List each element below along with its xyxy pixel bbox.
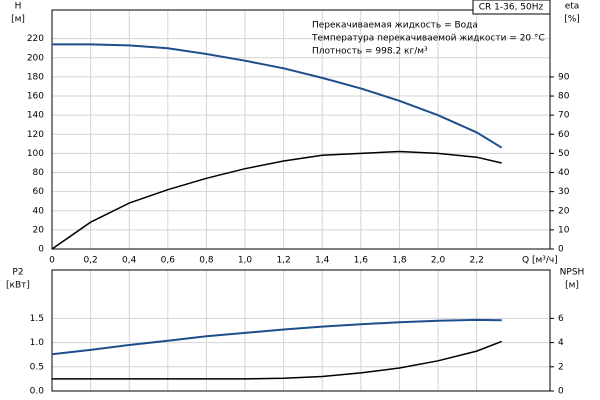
x-tick-label: 0 xyxy=(49,256,55,266)
y-axis-unit: [кВт] xyxy=(6,281,30,291)
y-tick-label: 40 xyxy=(33,206,45,216)
curve xyxy=(52,340,502,380)
y-tick-label: 0.5 xyxy=(30,362,44,372)
y2-tick-label: 30 xyxy=(558,187,570,197)
y-tick-label: 120 xyxy=(27,130,44,140)
y2-tick-label: 80 xyxy=(558,92,570,102)
annotation: Температура перекачиваемой жидкости = 20… xyxy=(311,34,545,44)
curve xyxy=(51,318,502,356)
x-tick-label: 1,6 xyxy=(354,256,369,266)
y2-tick-label: 0 xyxy=(558,387,564,397)
x-tick-label: 2,2 xyxy=(469,256,483,266)
y-tick-label: 180 xyxy=(27,72,44,82)
annotation: Плотность = 998.2 кг/м³ xyxy=(312,47,428,57)
curve xyxy=(51,150,502,250)
plot-frame xyxy=(51,9,551,250)
x-tick-label: 0,8 xyxy=(199,256,214,266)
x-tick-label: 1,8 xyxy=(392,256,407,266)
x-tick-label: 2,0 xyxy=(431,256,446,266)
y-tick-label: 1.0 xyxy=(30,338,45,348)
y-axis-label: H xyxy=(15,2,22,12)
y-tick-label: 80 xyxy=(33,168,45,178)
y-tick-label: 140 xyxy=(27,111,44,121)
y-tick-label: 220 xyxy=(27,34,44,44)
y2-tick-label: 40 xyxy=(558,168,570,178)
y2-axis-label: eta xyxy=(565,2,580,12)
y-axis-label: P2 xyxy=(12,268,23,278)
model-box xyxy=(472,0,551,15)
annotation: Перекачиваемая жидкость = Вода xyxy=(312,21,478,31)
model-label: CR 1-36, 50Hz xyxy=(479,3,544,13)
x-axis-label: Q [м³/ч] xyxy=(522,256,558,266)
y-tick-label: 200 xyxy=(27,53,44,63)
y2-axis-unit: [м] xyxy=(565,281,579,291)
y2-tick-label: 6 xyxy=(558,314,564,324)
y-tick-label: 0.0 xyxy=(30,387,45,397)
x-tick-label: 1,0 xyxy=(238,256,253,266)
y2-tick-label: 2 xyxy=(558,362,564,372)
y2-axis-unit: [%] xyxy=(564,15,580,25)
curve xyxy=(52,43,503,149)
y-tick-label: 20 xyxy=(33,225,45,235)
plot-frame xyxy=(51,269,551,392)
y2-tick-label: 60 xyxy=(558,130,570,140)
x-tick-label: 0,4 xyxy=(122,256,137,266)
y2-tick-label: 50 xyxy=(558,149,570,159)
x-tick-label: 0,6 xyxy=(161,256,176,266)
y2-tick-label: 70 xyxy=(558,111,570,121)
y-tick-label: 160 xyxy=(27,92,44,102)
y2-axis-label: NPSH xyxy=(560,268,585,278)
y-tick-label: 60 xyxy=(33,187,45,197)
y-tick-label: 1.5 xyxy=(30,314,44,324)
y2-tick-label: 90 xyxy=(558,72,570,82)
y2-tick-label: 10 xyxy=(558,225,570,235)
y-axis-unit: [м] xyxy=(11,15,25,25)
y2-tick-label: 20 xyxy=(558,206,570,216)
x-tick-label: 0,2 xyxy=(83,256,97,266)
y-tick-label: 0 xyxy=(38,245,44,255)
y2-tick-label: 4 xyxy=(558,338,564,348)
y-tick-label: 100 xyxy=(27,149,44,159)
x-tick-label: 1,2 xyxy=(276,256,290,266)
x-tick-label: 1,4 xyxy=(315,256,330,266)
y2-tick-label: 0 xyxy=(558,245,564,255)
